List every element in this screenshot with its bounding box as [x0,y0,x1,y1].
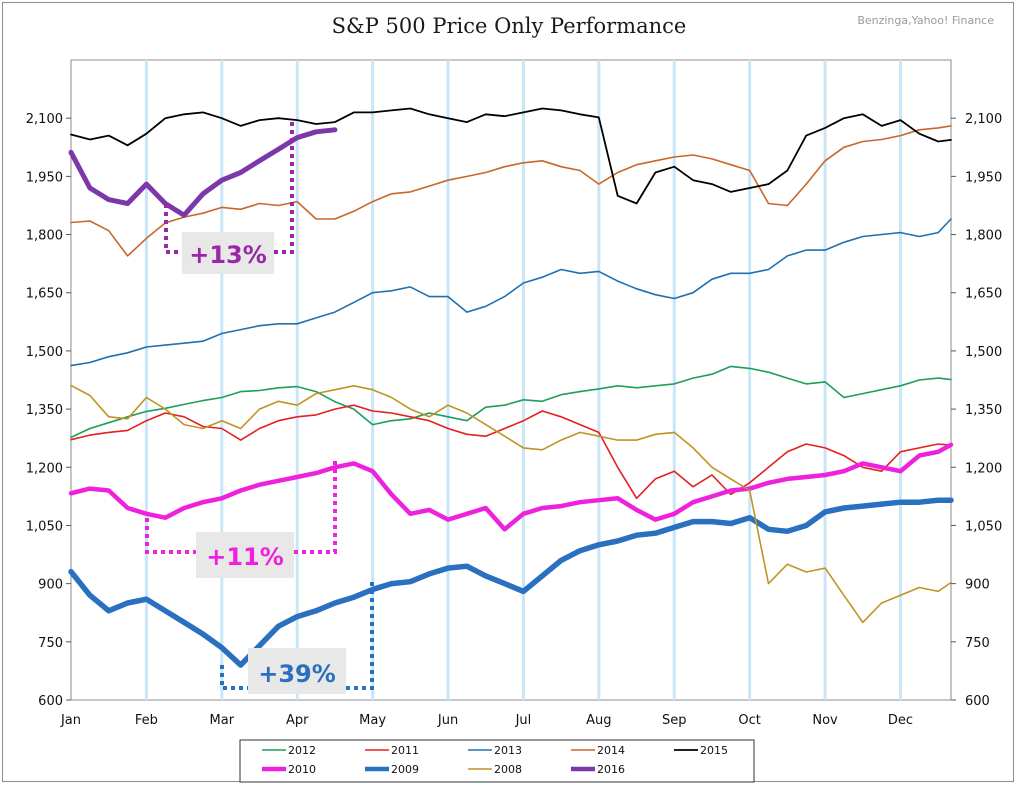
legend-label-2008: 2008 [494,763,522,776]
y-tick-label-right: 750 [965,636,990,651]
legend-label-2010: 2010 [288,763,316,776]
x-axis: Jan Feb Mar Apr May Jun Jul Aug Sep Oct Nov Dec [60,713,913,728]
series-line-2014 [70,125,952,257]
y-axis-right: 600 750 900 1,050 1,200 1,350 1,500 1,650 1,800 1… [951,112,1002,709]
annotation-label: +11% [206,543,284,571]
x-tick-label: Dec [888,713,913,728]
y-axis-left: 600 750 900 1,050 1,200 1,350 1,500 1,650 1,800 1… [26,112,71,709]
annotation-bracket-left [145,518,196,554]
y-tick-label-left: 900 [38,578,63,593]
y-tick-label-right: 1,200 [965,461,1002,476]
y-tick-label-right: 1,500 [965,345,1002,360]
y-tick-label-right: 1,800 [965,229,1002,244]
legend-label-2014: 2014 [597,744,625,757]
y-tick-label-right: 1,050 [965,519,1002,534]
x-tick-label: Feb [135,713,158,728]
annotation-box [182,232,274,274]
annotation-bracket-left [220,665,248,690]
annotation-box [196,532,294,578]
x-tick-label: Jul [515,713,532,728]
series-line-2012 [70,365,952,439]
chart-title: S&P 500 Price Only Performance [331,14,687,38]
y-tick-label-left: 750 [38,636,63,651]
y-tick-label-left: 1,350 [26,403,63,418]
annotation-bracket-right [294,458,337,554]
annotation-box [248,648,346,694]
y-tick-label-right: 1,650 [965,287,1002,302]
source-note: Benzinga,Yahoo! Finance [857,14,994,27]
legend: 2012 2011 2013 2014 2015 2010 2009 2008 2016 [239,739,755,783]
y-tick-label-right: 1,950 [965,170,1002,185]
annotation-bracket-right [274,120,294,254]
y-tick-label-left: 1,650 [26,287,63,302]
y-tick-label-left: 1,050 [26,519,63,534]
series-line-2015 [70,107,952,205]
y-tick-label-right: 1,350 [965,403,1002,418]
x-tick-label: Jun [437,713,458,728]
y-tick-label-left: 1,500 [26,345,63,360]
y-tick-label-right: 2,100 [965,112,1002,127]
y-tick-label-left: 1,950 [26,170,63,185]
legend-label-2009: 2009 [391,763,419,776]
y-tick-label-left: 1,200 [26,461,63,476]
x-tick-label: Nov [812,713,838,728]
series-line-2008 [70,384,952,624]
x-tick-label: Oct [738,713,760,728]
legend-label-2015: 2015 [700,744,728,757]
y-tick-label-left: 600 [38,694,63,709]
annotations: +13% +11% +39% [145,120,374,694]
x-tick-label: May [359,713,386,728]
annotation-label: +39% [258,660,336,688]
legend-label-2016: 2016 [597,763,625,776]
y-tick-label-right: 900 [965,578,990,593]
legend-label-2012: 2012 [288,744,316,757]
annotation-bracket-right [346,582,374,690]
legend-label-2013: 2013 [494,744,522,757]
x-tick-label: Mar [210,713,235,728]
x-tick-label: Apr [286,713,309,728]
series-line-2013 [70,218,952,367]
y-tick-label-right: 600 [965,694,990,709]
legend-box [239,739,755,783]
series-lines [68,107,954,668]
y-tick-label-left: 2,100 [26,112,63,127]
x-tick-label: Aug [586,713,611,728]
series-line-2009 [68,497,954,668]
y-tick-label-left: 1,800 [26,229,63,244]
series-line-2011 [70,404,952,500]
x-tick-label: Sep [662,713,687,728]
plot-area [70,59,952,701]
annotation-bracket-left [164,204,182,254]
x-tick-label: Jan [60,713,81,728]
annotation-label: +13% [189,241,267,269]
legend-label-2011: 2011 [391,744,419,757]
series-line-2010 [68,442,954,532]
